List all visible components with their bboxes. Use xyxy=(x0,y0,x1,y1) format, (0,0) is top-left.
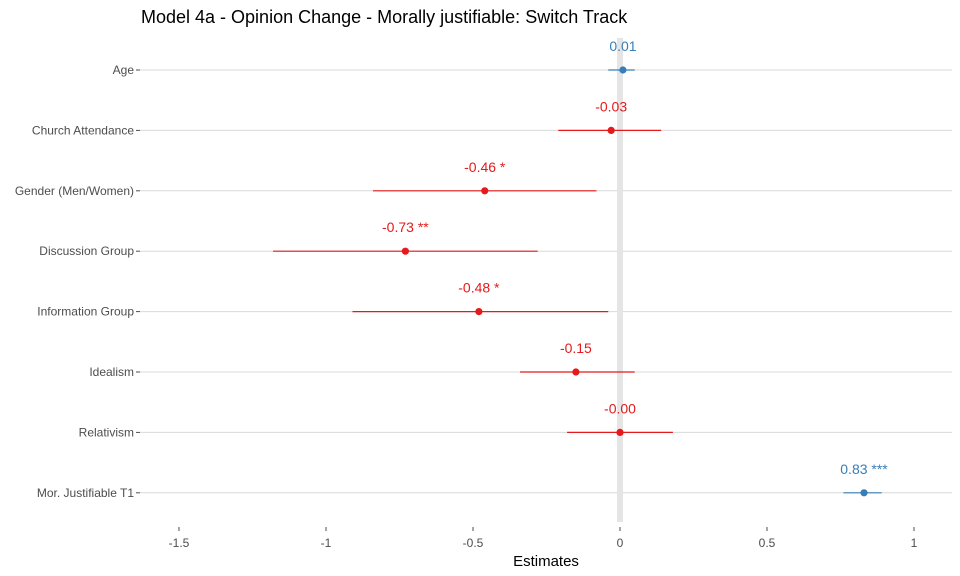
estimate-point xyxy=(481,187,489,195)
x-axis-title: Estimates xyxy=(513,553,579,570)
y-tick-label: Information Group xyxy=(37,305,134,319)
y-tick-label: Age xyxy=(113,63,135,77)
estimate-label: -0.15 xyxy=(560,340,592,356)
estimate-label: -0.00 xyxy=(604,400,636,416)
y-tick-label: Gender (Men/Women) xyxy=(15,184,134,198)
y-tick-label: Church Attendance xyxy=(32,123,134,137)
y-tick-label: Relativism xyxy=(79,425,134,439)
y-axis: Age Church Attendance Gender (Men/Women) Di… xyxy=(15,63,140,500)
estimate-point xyxy=(475,308,483,316)
x-tick-label: -1 xyxy=(321,536,332,550)
estimate-label: -0.46 * xyxy=(464,159,506,175)
estimate-label: -0.03 xyxy=(595,98,627,114)
x-tick-label: -0.5 xyxy=(463,536,484,550)
estimate-label: 0.01 xyxy=(609,38,636,54)
x-axis: -1.5 -1 -0.5 0 0.5 1 xyxy=(169,527,918,550)
x-tick-label: 0.5 xyxy=(759,536,776,550)
x-tick-label: 1 xyxy=(911,536,918,550)
estimate-point xyxy=(607,126,615,134)
chart-title: Model 4a - Opinion Change - Morally just… xyxy=(141,7,628,27)
estimate-point xyxy=(619,66,627,74)
estimate-marks: 0.01 -0.03 -0.46 * -0.73 ** -0.48 * -0.15 -0.0… xyxy=(273,38,888,497)
estimate-label: -0.73 ** xyxy=(382,219,429,235)
y-tick-label: Discussion Group xyxy=(39,244,134,258)
estimate-point xyxy=(572,368,580,376)
y-tick-label: Idealism xyxy=(89,365,134,379)
y-tick-label: Mor. Justifiable T1 xyxy=(37,486,134,500)
estimate-point xyxy=(860,489,868,497)
x-tick-label: -1.5 xyxy=(169,536,190,550)
zero-reference-line xyxy=(617,38,623,522)
x-tick-label: 0 xyxy=(617,536,624,550)
estimate-point xyxy=(401,247,409,255)
estimate-point xyxy=(616,428,624,436)
estimate-label: 0.83 *** xyxy=(840,461,888,477)
grid-lines xyxy=(140,69,952,494)
estimate-label: -0.48 * xyxy=(458,280,500,296)
